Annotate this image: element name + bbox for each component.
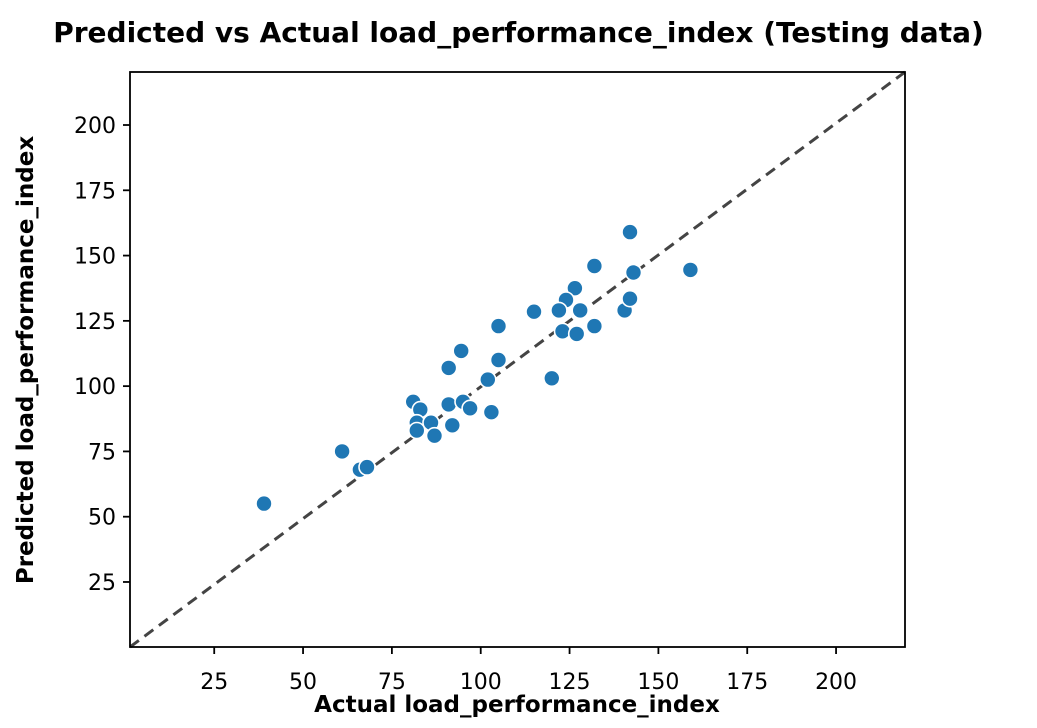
data-point — [550, 301, 568, 320]
data-point — [461, 399, 479, 418]
data-point — [255, 494, 273, 513]
data-point — [621, 289, 639, 308]
chart-title: Predicted vs Actual load_performance_ind… — [53, 16, 984, 49]
data-point — [585, 317, 604, 335]
identity-line-path — [129, 70, 906, 649]
data-point — [621, 223, 639, 241]
x-tick-label: 175 — [726, 670, 768, 695]
identity-line — [129, 70, 906, 649]
data-point — [542, 369, 561, 388]
data-point — [439, 395, 458, 414]
data-point — [482, 403, 501, 422]
data-point — [585, 257, 604, 275]
x-tick-label: 100 — [460, 670, 502, 695]
data-point — [358, 458, 376, 476]
data-point — [489, 351, 508, 369]
data-point — [566, 279, 584, 298]
y-axis: 25 50 75 100 125 150 175 200 — [74, 114, 130, 596]
data-point — [553, 322, 572, 341]
data-point — [425, 426, 444, 445]
data-point — [681, 261, 700, 279]
data-point — [333, 442, 351, 461]
x-axis: 25 50 75 100 125 150 175 200 — [200, 647, 857, 695]
x-tick-label: 125 — [549, 670, 591, 695]
plot-border — [129, 71, 906, 648]
y-tick-label: 50 — [88, 506, 116, 531]
data-point — [407, 421, 426, 440]
x-axis-label: Actual load_performance_index — [314, 692, 720, 718]
data-point — [571, 301, 590, 320]
data-point — [567, 325, 586, 343]
y-tick-label: 200 — [74, 114, 116, 139]
y-tick-label: 150 — [74, 245, 116, 270]
data-point — [443, 416, 462, 435]
data-point — [525, 302, 543, 321]
data-point — [478, 370, 497, 389]
x-tick-label: 50 — [289, 670, 317, 695]
y-tick-label: 100 — [74, 375, 116, 400]
y-tick-label: 175 — [74, 179, 116, 204]
x-tick-label: 25 — [200, 670, 228, 695]
y-tick-label: 25 — [88, 571, 116, 596]
plot-spines — [129, 71, 906, 648]
data-point — [489, 317, 508, 335]
x-tick-label: 200 — [815, 670, 857, 695]
x-tick-label: 75 — [378, 670, 406, 695]
data-point — [624, 263, 643, 282]
x-tick-label: 150 — [637, 670, 679, 695]
y-tick-label: 125 — [74, 310, 116, 335]
scatter-points — [255, 223, 700, 513]
y-axis-label: Predicted load_performance_index — [13, 136, 39, 584]
y-tick-label: 75 — [88, 440, 116, 465]
data-point — [452, 342, 471, 360]
data-point — [439, 359, 458, 377]
